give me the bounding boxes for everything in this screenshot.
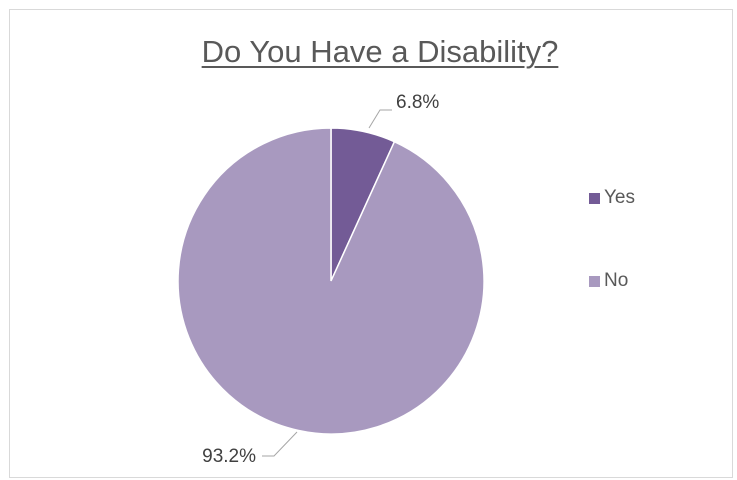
legend: Yes No [589, 186, 635, 293]
legend-label-no: No [604, 270, 629, 291]
legend-swatch-yes [589, 192, 600, 204]
pie-slice-no [177, 127, 485, 435]
leader-line-yes [368, 109, 392, 129]
legend-item-no: No [589, 269, 635, 293]
legend-label-yes: Yes [604, 187, 635, 208]
legend-item-yes: Yes [589, 186, 635, 210]
legend-swatch-no [589, 275, 600, 287]
data-label-no: 93.2% [202, 446, 256, 467]
chart-title: Do You Have a Disability? [201, 34, 559, 69]
leader-line-no [262, 431, 298, 457]
data-label-yes: 6.8% [396, 92, 439, 113]
